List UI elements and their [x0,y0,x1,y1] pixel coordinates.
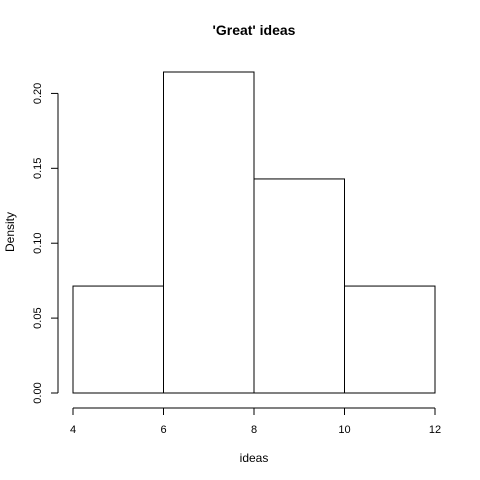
y-axis: 0.00 0.05 0.10 0.15 0.20 [32,83,59,404]
bars-group [72,71,436,394]
y-axis-label: Density [3,212,17,252]
histogram-bar-2 [253,178,345,394]
x-tick-label-3: 10 [338,424,350,436]
histogram-bar-0 [72,285,164,394]
x-tick-label-0: 4 [70,424,76,436]
x-tick-label-4: 12 [429,424,441,436]
x-axis: 4 6 8 10 12 [70,407,441,436]
y-tick-label-4: 0.20 [32,83,44,104]
x-tick-label-1: 6 [160,424,166,436]
x-axis-label: ideas [240,451,269,465]
x-tick-label-2: 8 [251,424,257,436]
y-tick-label-1: 0.05 [32,307,44,328]
y-tick-label-3: 0.15 [32,158,44,179]
y-tick-label-2: 0.10 [32,232,44,253]
histogram-bar-3 [344,285,436,394]
y-tick-label-0: 0.00 [32,382,44,403]
chart-title: 'Great' ideas [213,22,296,38]
histogram-bar-1 [163,71,255,394]
